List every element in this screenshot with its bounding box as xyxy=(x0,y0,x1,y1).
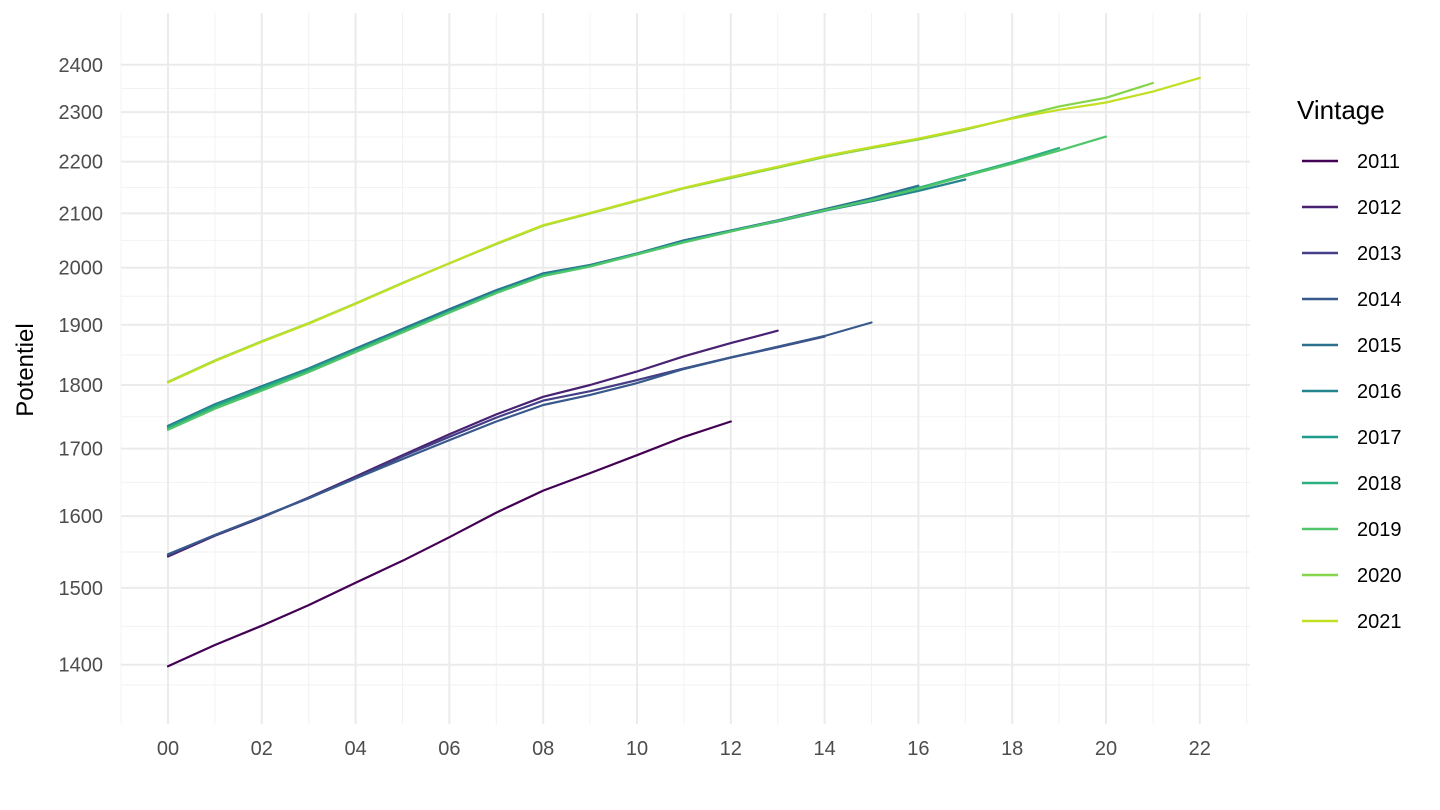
y-tick-label: 1800 xyxy=(59,375,104,397)
legend-label-2012: 2012 xyxy=(1357,197,1402,219)
legend-items: 2011 2012 2013 2014 2015 2016 2017 2018 2019 2020… xyxy=(1302,151,1402,633)
x-tick-label: 20 xyxy=(1095,738,1117,760)
legend-label-2021: 2021 xyxy=(1357,611,1402,633)
y-tick-label: 1600 xyxy=(59,506,104,528)
series-line-2014 xyxy=(166,321,873,556)
series-line-2011 xyxy=(166,420,732,668)
legend-label-2019: 2019 xyxy=(1357,519,1402,541)
legend-label-2014: 2014 xyxy=(1357,289,1402,311)
legend: Vintage 2011 2012 2013 2014 2015 2016 2017 2018… xyxy=(1297,95,1402,633)
series-line-2016 xyxy=(166,178,967,428)
x-tick-label: 18 xyxy=(1001,738,1023,760)
legend-label-2017: 2017 xyxy=(1357,427,1402,449)
x-tick-label: 02 xyxy=(251,738,273,760)
legend-label-2018: 2018 xyxy=(1357,473,1402,495)
x-tick-label: 12 xyxy=(720,738,742,760)
x-tick-label: 16 xyxy=(907,738,929,760)
legend-label-2015: 2015 xyxy=(1357,335,1402,357)
y-tick-label: 1700 xyxy=(59,439,104,461)
x-tick-label: 00 xyxy=(157,738,179,760)
x-axis-ticks: 00 02 04 06 08 10 12 14 16 18 20 22 xyxy=(157,738,1211,760)
legend-title: Vintage xyxy=(1297,95,1385,125)
y-tick-label: 2000 xyxy=(59,258,104,280)
y-axis-title: Potentiel xyxy=(12,323,39,416)
y-tick-label: 2100 xyxy=(59,203,104,225)
x-tick-label: 08 xyxy=(532,738,554,760)
y-tick-label: 1500 xyxy=(59,578,104,600)
grid xyxy=(120,13,1250,724)
x-tick-label: 06 xyxy=(438,738,460,760)
series-line-2021 xyxy=(166,76,1201,384)
series-line-2012 xyxy=(166,329,779,558)
y-tick-label: 2400 xyxy=(59,55,104,77)
x-tick-label: 10 xyxy=(626,738,648,760)
series-line-2019 xyxy=(166,135,1108,431)
legend-label-2016: 2016 xyxy=(1357,381,1402,403)
series-line-2020 xyxy=(166,81,1155,383)
x-tick-label: 14 xyxy=(813,738,835,760)
y-tick-label: 2200 xyxy=(59,152,104,174)
legend-label-2020: 2020 xyxy=(1357,565,1402,587)
legend-label-2013: 2013 xyxy=(1357,243,1402,265)
legend-label-2011: 2011 xyxy=(1357,151,1400,173)
y-tick-label: 2300 xyxy=(59,102,104,124)
y-axis-ticks: 1400 1500 1600 1700 1800 1900 2000 2100 2200 2300… xyxy=(59,55,104,677)
y-tick-label: 1900 xyxy=(59,315,104,337)
x-tick-label: 04 xyxy=(344,738,366,760)
x-tick-label: 22 xyxy=(1189,738,1211,760)
y-tick-label: 1400 xyxy=(59,655,104,677)
series-lines xyxy=(166,76,1201,668)
